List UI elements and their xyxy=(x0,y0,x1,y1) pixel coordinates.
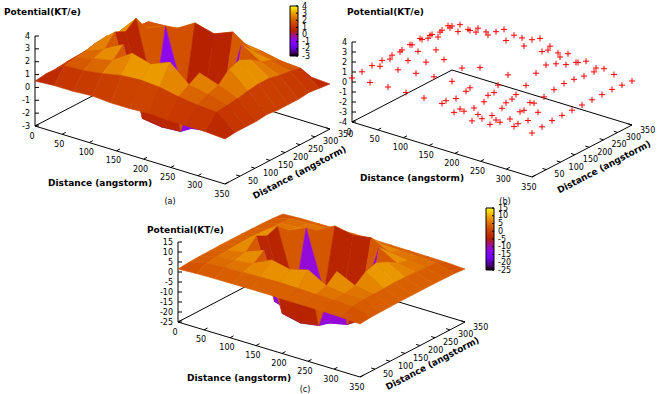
svg-text:50: 50 xyxy=(54,140,64,149)
svg-text:350: 350 xyxy=(473,323,488,332)
svg-text:250: 250 xyxy=(308,145,323,154)
svg-text:Distance (angstorm): Distance (angstorm) xyxy=(251,144,348,201)
svg-text:-3: -3 xyxy=(339,108,347,117)
svg-text:250: 250 xyxy=(160,173,175,182)
svg-text:Distance (angstorm): Distance (angstorm) xyxy=(187,373,291,383)
svg-text:200: 200 xyxy=(428,346,444,356)
svg-text:-3: -3 xyxy=(302,51,310,61)
svg-text:200: 200 xyxy=(293,153,308,162)
svg-text:350: 350 xyxy=(349,383,364,392)
svg-text:-1: -1 xyxy=(22,96,30,105)
svg-text:100: 100 xyxy=(398,361,414,371)
svg-text:0: 0 xyxy=(168,268,173,277)
svg-text:3: 3 xyxy=(25,44,30,53)
svg-text:250: 250 xyxy=(470,167,485,176)
svg-text:3: 3 xyxy=(302,8,308,18)
svg-text:350: 350 xyxy=(214,190,229,199)
svg-text:10: 10 xyxy=(163,248,173,257)
svg-text:10: 10 xyxy=(498,211,508,220)
svg-text:4: 4 xyxy=(25,32,30,41)
svg-text:250: 250 xyxy=(443,338,459,348)
svg-text:(a): (a) xyxy=(164,197,175,206)
svg-text:-4: -4 xyxy=(339,118,347,127)
svg-text:150: 150 xyxy=(278,161,293,170)
svg-text:1: 1 xyxy=(302,22,308,32)
svg-text:350: 350 xyxy=(521,183,536,192)
svg-text:2: 2 xyxy=(25,57,30,66)
svg-text:4: 4 xyxy=(302,2,307,11)
svg-text:4: 4 xyxy=(342,38,347,47)
svg-text:50: 50 xyxy=(196,335,206,344)
svg-text:0: 0 xyxy=(302,30,308,40)
svg-text:200: 200 xyxy=(444,159,459,168)
svg-text:100: 100 xyxy=(569,163,584,172)
svg-text:5: 5 xyxy=(498,219,503,228)
svg-text:Distance (angstorm): Distance (angstorm) xyxy=(556,139,653,196)
svg-text:150: 150 xyxy=(419,151,434,160)
svg-text:(b): (b) xyxy=(499,196,511,206)
svg-text:-20: -20 xyxy=(160,308,173,317)
svg-text:250: 250 xyxy=(297,367,312,376)
svg-text:200: 200 xyxy=(133,165,148,174)
svg-text:100: 100 xyxy=(263,169,278,178)
svg-text:0: 0 xyxy=(172,328,177,337)
svg-text:15: 15 xyxy=(163,238,173,247)
svg-text:-2: -2 xyxy=(22,109,30,118)
svg-text:2: 2 xyxy=(302,15,308,25)
svg-text:300: 300 xyxy=(323,375,338,384)
svg-text:350: 350 xyxy=(640,126,655,135)
svg-text:50: 50 xyxy=(248,177,258,186)
svg-text:15: 15 xyxy=(498,204,508,213)
svg-text:100: 100 xyxy=(219,343,234,352)
svg-text:-25: -25 xyxy=(498,266,511,275)
svg-text:-3: -3 xyxy=(22,122,30,131)
svg-text:Distance (angstorm): Distance (angstorm) xyxy=(360,173,464,183)
svg-text:0: 0 xyxy=(342,78,347,87)
svg-text:-10: -10 xyxy=(160,288,173,297)
svg-text:150: 150 xyxy=(413,353,429,363)
svg-text:Potential(KT/e): Potential(KT/e) xyxy=(4,7,81,17)
svg-text:1: 1 xyxy=(342,68,347,77)
svg-text:-5: -5 xyxy=(165,278,173,287)
svg-text:5: 5 xyxy=(168,258,173,267)
svg-text:Potential(KT/e): Potential(KT/e) xyxy=(347,7,424,17)
svg-text:300: 300 xyxy=(323,137,338,146)
svg-text:-15: -15 xyxy=(498,250,511,259)
svg-text:Distance (angstorm): Distance (angstorm) xyxy=(48,178,152,188)
svg-text:0: 0 xyxy=(346,128,351,137)
svg-text:200: 200 xyxy=(271,359,286,368)
svg-text:300: 300 xyxy=(458,330,474,340)
svg-text:3: 3 xyxy=(342,48,347,57)
svg-text:-25: -25 xyxy=(160,318,173,327)
svg-text:150: 150 xyxy=(245,351,260,360)
svg-text:300: 300 xyxy=(187,181,202,190)
svg-text:0: 0 xyxy=(29,132,34,141)
svg-text:-2: -2 xyxy=(302,44,310,54)
svg-text:50: 50 xyxy=(554,170,564,179)
svg-text:-1: -1 xyxy=(339,88,347,97)
svg-text:300: 300 xyxy=(496,175,511,184)
svg-text:-20: -20 xyxy=(498,258,511,267)
svg-text:200: 200 xyxy=(597,148,612,157)
svg-text:-10: -10 xyxy=(498,242,511,251)
svg-text:(c): (c) xyxy=(300,385,311,394)
svg-text:1: 1 xyxy=(25,70,30,79)
svg-text:250: 250 xyxy=(611,140,626,149)
svg-text:50: 50 xyxy=(370,135,380,144)
svg-text:100: 100 xyxy=(393,143,408,152)
svg-text:0: 0 xyxy=(498,227,503,236)
svg-text:-15: -15 xyxy=(160,298,173,307)
svg-text:150: 150 xyxy=(583,155,598,164)
svg-text:-1: -1 xyxy=(302,37,310,47)
svg-text:300: 300 xyxy=(626,133,641,142)
svg-text:50: 50 xyxy=(383,370,393,379)
svg-text:100: 100 xyxy=(79,148,94,157)
svg-text:0: 0 xyxy=(25,83,30,92)
svg-text:Potential(KT/e): Potential(KT/e) xyxy=(147,225,224,235)
svg-text:Distance (angstorm): Distance (angstorm) xyxy=(384,335,481,392)
svg-text:-2: -2 xyxy=(339,98,347,107)
svg-text:2: 2 xyxy=(342,58,347,67)
svg-text:-5: -5 xyxy=(498,235,506,244)
svg-text:150: 150 xyxy=(106,156,121,165)
